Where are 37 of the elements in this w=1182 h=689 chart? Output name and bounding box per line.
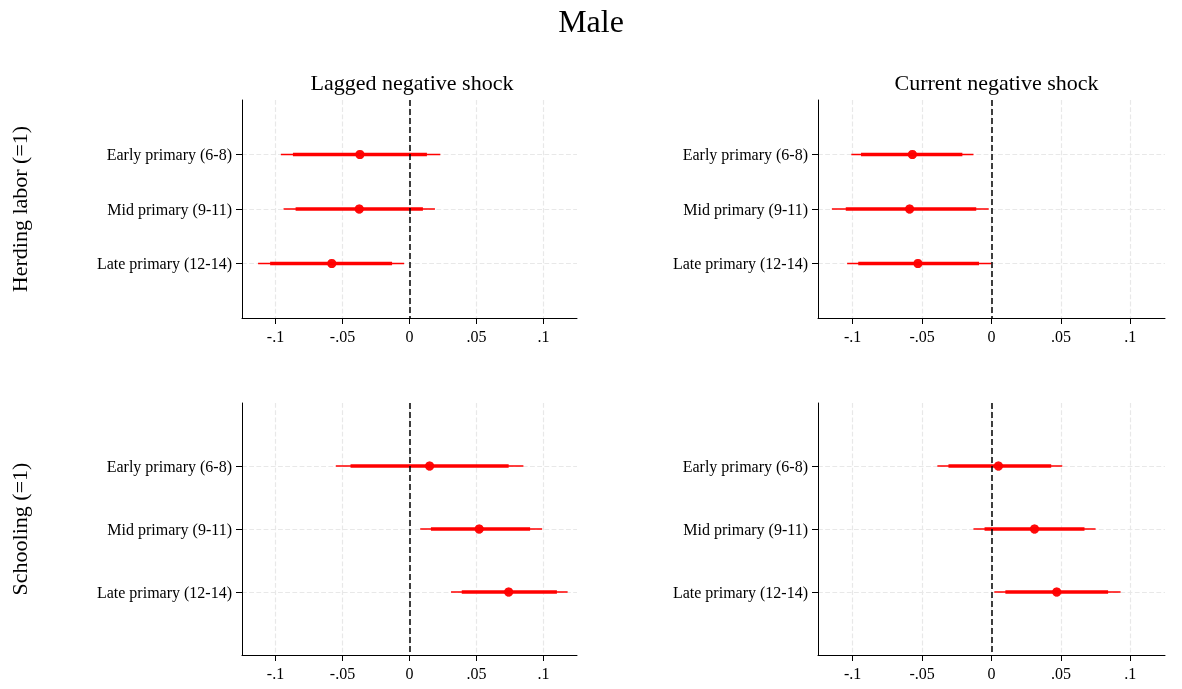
x-tick-label: .05 — [466, 664, 487, 682]
y-tick-label: Mid primary (9-11) — [107, 520, 232, 539]
x-tick-label: .05 — [1050, 327, 1071, 345]
y-tick-label: Mid primary (9-11) — [107, 200, 232, 219]
x-tick-label: -.1 — [266, 664, 285, 682]
y-tick-label: Late primary (12-14) — [96, 583, 232, 602]
x-tick-label: -.05 — [329, 664, 356, 682]
y-axis-title: Schooling (=1) — [6, 462, 32, 596]
x-tick-label: -.1 — [844, 664, 862, 682]
x-tick-label: 0 — [405, 327, 414, 345]
x-tick-label: .05 — [466, 327, 487, 345]
x-tick-label: .05 — [1050, 664, 1071, 682]
y-tick-label: Late primary (12-14) — [672, 583, 808, 602]
y-tick-label: Mid primary (9-11) — [683, 200, 808, 219]
x-tick-label: .1 — [537, 327, 550, 345]
x-tick-label: 0 — [987, 327, 996, 345]
x-tick-label: -.1 — [266, 327, 285, 345]
x-tick-label: -.05 — [909, 664, 935, 682]
chart-title: Current negative shock — [894, 69, 1099, 95]
text: Male — [558, 3, 624, 39]
chart-title: Lagged negative shock — [310, 69, 514, 95]
y-tick-label: Early primary (6-8) — [682, 146, 808, 164]
y-tick-label: Mid primary (9-11) — [683, 520, 808, 539]
y-tick-label: Early primary (6-8) — [106, 457, 232, 476]
x-tick-label: 0 — [405, 664, 414, 682]
x-tick-label: -.05 — [329, 327, 356, 345]
y-tick-label: Late primary (12-14) — [672, 255, 808, 273]
x-tick-label: .1 — [537, 664, 550, 682]
y-tick-label: Late primary (12-14) — [96, 255, 232, 273]
x-tick-label: -.05 — [909, 327, 935, 345]
x-tick-label: .1 — [1124, 664, 1137, 682]
y-tick-label: Early primary (6-8) — [106, 146, 232, 164]
y-tick-label: Early primary (6-8) — [682, 457, 808, 476]
x-tick-label: .1 — [1124, 327, 1137, 345]
x-tick-label: -.1 — [844, 327, 862, 345]
y-axis-title: Herding labor (=1) — [6, 125, 32, 293]
x-tick-label: 0 — [987, 664, 996, 682]
